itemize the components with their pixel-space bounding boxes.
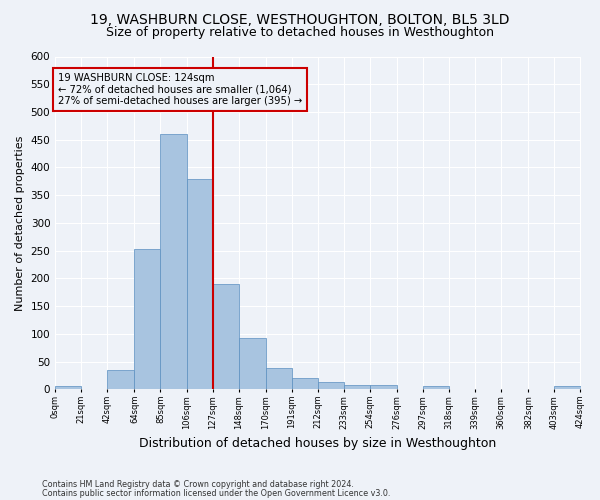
Text: 19, WASHBURN CLOSE, WESTHOUGHTON, BOLTON, BL5 3LD: 19, WASHBURN CLOSE, WESTHOUGHTON, BOLTON… xyxy=(90,12,510,26)
Bar xyxy=(292,378,318,389)
Bar xyxy=(160,134,187,389)
Bar xyxy=(318,382,344,389)
Bar xyxy=(266,368,292,389)
Bar xyxy=(212,284,239,389)
Text: Size of property relative to detached houses in Westhoughton: Size of property relative to detached ho… xyxy=(106,26,494,39)
Bar xyxy=(55,386,81,389)
Bar xyxy=(239,338,266,389)
Text: 19 WASHBURN CLOSE: 124sqm
← 72% of detached houses are smaller (1,064)
27% of se: 19 WASHBURN CLOSE: 124sqm ← 72% of detac… xyxy=(58,73,302,106)
Bar xyxy=(370,386,397,389)
Text: Contains public sector information licensed under the Open Government Licence v3: Contains public sector information licen… xyxy=(42,489,391,498)
Bar xyxy=(344,386,370,389)
Bar xyxy=(554,386,581,389)
Bar xyxy=(187,178,212,389)
Y-axis label: Number of detached properties: Number of detached properties xyxy=(15,135,25,310)
Bar xyxy=(423,386,449,389)
Text: Contains HM Land Registry data © Crown copyright and database right 2024.: Contains HM Land Registry data © Crown c… xyxy=(42,480,354,489)
X-axis label: Distribution of detached houses by size in Westhoughton: Distribution of detached houses by size … xyxy=(139,437,496,450)
Bar xyxy=(107,370,134,389)
Bar xyxy=(134,250,160,389)
